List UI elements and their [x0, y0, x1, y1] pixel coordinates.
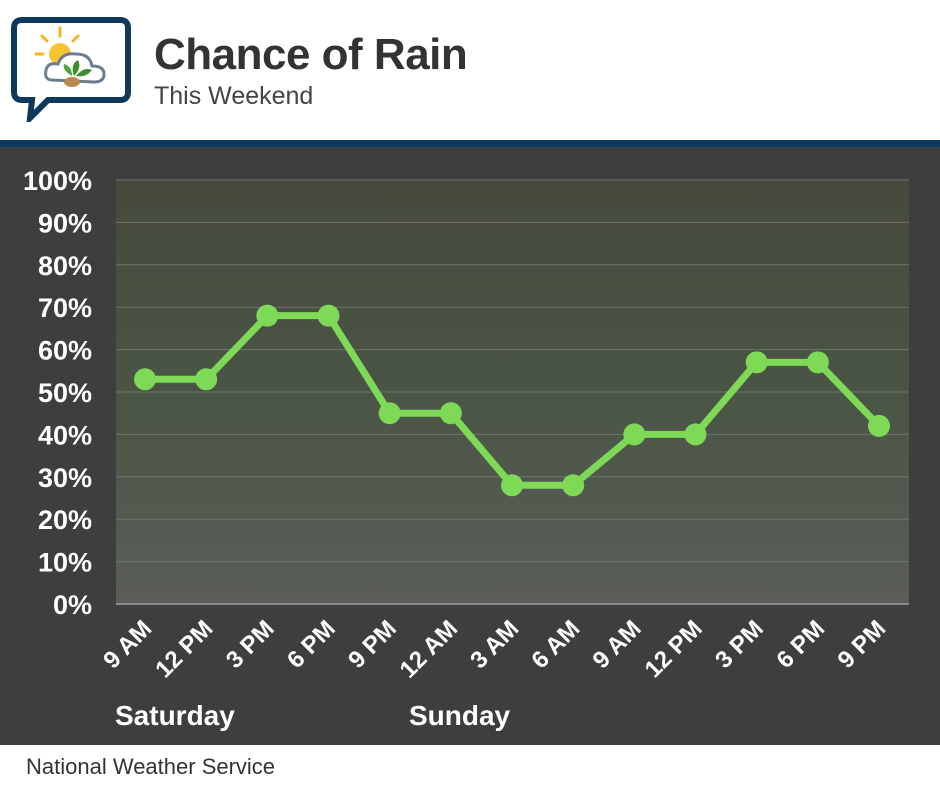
y-tick-label: 0% [53, 590, 92, 620]
x-tick-label: 9 PM [343, 615, 402, 674]
chart-title: Chance of Rain [154, 30, 468, 79]
x-tick-label: 3 PM [221, 615, 280, 674]
data-point [134, 368, 156, 391]
y-tick-label: 80% [38, 251, 92, 281]
rain-chart: 0%10%20%30%40%50%60%70%80%90%100% 9 AM12… [23, 166, 909, 684]
x-tick-label: 9 AM [588, 615, 647, 674]
data-point [195, 368, 218, 391]
data-point [868, 414, 890, 437]
y-tick-label: 50% [38, 378, 92, 408]
data-point [562, 474, 585, 497]
day-label-saturday: Saturday [115, 700, 235, 731]
y-tick-label: 60% [38, 336, 92, 366]
x-tick-label: 12 AM [395, 615, 463, 683]
data-point [501, 474, 523, 497]
header: Chance of Rain This Weekend [0, 0, 940, 140]
y-tick-label: 10% [38, 548, 92, 578]
y-tick-label: 100% [23, 166, 92, 196]
x-tick-label: 12 PM [640, 615, 708, 683]
y-tick-label: 30% [38, 463, 92, 493]
x-tick-label: 9 AM [98, 615, 157, 674]
y-tick-label: 20% [38, 505, 92, 535]
y-tick-label: 40% [38, 420, 92, 450]
data-point [256, 304, 279, 327]
data-point [684, 423, 707, 446]
x-tick-label: 3 PM [710, 615, 769, 674]
x-tick-label: 6 PM [771, 615, 830, 674]
x-tick-label: 6 AM [526, 615, 585, 674]
y-tick-label: 90% [38, 208, 92, 238]
data-point [623, 423, 646, 446]
data-point [806, 351, 829, 374]
x-tick-label: 6 PM [282, 615, 341, 674]
y-tick-label: 70% [38, 293, 92, 323]
x-tick-label: 9 PM [833, 615, 892, 674]
header-divider [0, 140, 940, 147]
weather-logo-icon [11, 17, 131, 122]
data-point [439, 402, 462, 425]
data-point [378, 402, 401, 425]
source-credit: National Weather Service [26, 754, 276, 779]
x-tick-label: 3 AM [465, 615, 524, 674]
day-label-sunday: Sunday [409, 700, 511, 731]
chart-subtitle: This Weekend [154, 82, 314, 110]
x-tick-label: 12 PM [150, 615, 218, 683]
data-point [745, 351, 768, 374]
data-point [317, 304, 340, 327]
